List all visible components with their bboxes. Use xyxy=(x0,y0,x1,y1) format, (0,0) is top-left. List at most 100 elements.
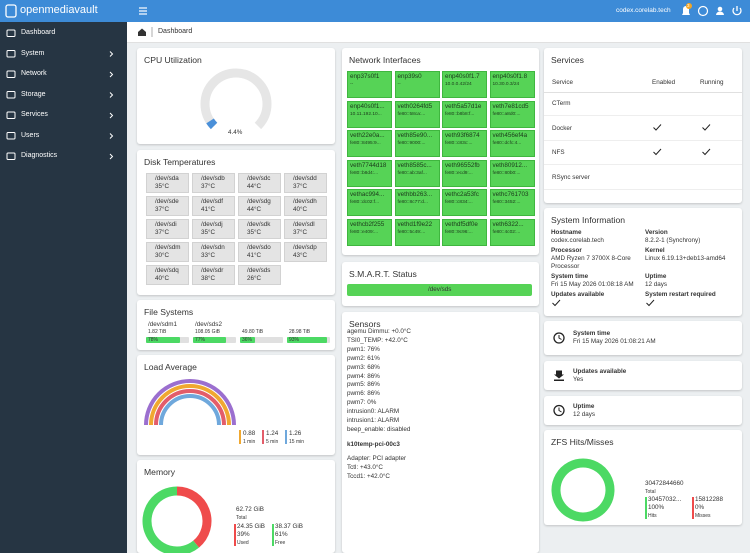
disk-device: /dev/sdj xyxy=(201,221,223,228)
fs-percent: 78% xyxy=(148,337,159,343)
disk-tile xyxy=(192,196,235,216)
interface-address: fe80::3452:... xyxy=(492,200,521,205)
disk-device: /dev/sds xyxy=(247,267,271,274)
user-button[interactable] xyxy=(716,6,724,15)
sysinfo-label: Processor xyxy=(551,247,582,254)
interface-address: fe80::58ca:... xyxy=(397,111,426,117)
disk-tile xyxy=(284,196,327,216)
zfs-legend-bar xyxy=(645,497,647,519)
power-button[interactable] xyxy=(732,6,742,16)
disk-device: /dev/sdd xyxy=(293,175,317,182)
sensor-line: intrusion1: ALARM xyxy=(347,417,400,424)
services-row-rule xyxy=(544,188,742,190)
disk-device: /dev/sdi xyxy=(155,221,177,228)
load-legend-bar xyxy=(285,430,287,444)
interface-address: fe80::ab:3af... xyxy=(397,170,427,176)
interface-name: vethd1f9e22 xyxy=(397,220,433,228)
logo-text: openmediavault xyxy=(20,4,98,16)
sysinfo-label: Version xyxy=(645,229,668,236)
disk-temperature: 43°C xyxy=(293,252,308,259)
sensor-line: pwm6: 86% xyxy=(347,390,380,398)
interface-name: veth96552fb xyxy=(445,161,480,169)
nav-item[interactable]: Diagnostics xyxy=(21,152,58,159)
fs-bar-track xyxy=(240,337,283,343)
interface-tile xyxy=(347,159,392,187)
interface-tile xyxy=(489,71,535,98)
nav-item[interactable]: Services xyxy=(21,111,48,118)
interface-name: vethac994... xyxy=(350,191,385,198)
load-period: 15 min xyxy=(289,439,305,445)
interface-address: fe80::ecd9:... xyxy=(445,170,473,176)
interface-tile xyxy=(347,100,392,128)
interface-tile xyxy=(394,100,440,128)
interface-name: vethc2a53fc xyxy=(445,191,479,198)
help-button[interactable] xyxy=(697,5,709,17)
interface-address: fe80::80b0:... xyxy=(492,170,521,176)
disk-device: /dev/sdf xyxy=(201,198,224,205)
interface-name: veth93f6874 xyxy=(445,132,480,139)
disk-temperature: 33°C xyxy=(201,252,216,259)
interface-address: 10.11.192.10... xyxy=(350,111,382,117)
services-row-rule xyxy=(544,115,742,116)
card-title: Sensors xyxy=(349,319,381,329)
fs-device: /dev/sdm1 xyxy=(148,321,178,328)
services-column-header: Enabled xyxy=(652,79,676,86)
sidebar xyxy=(0,22,127,553)
load-legend-bar xyxy=(262,430,264,444)
card-title: Load Average xyxy=(144,362,197,372)
interface-address: fe80::5c49:... xyxy=(397,229,426,235)
interface-name: veth22e0a... xyxy=(350,132,385,139)
logo-icon xyxy=(5,4,17,18)
top-bar xyxy=(0,0,750,22)
disk-temperature: 37°C xyxy=(293,229,308,236)
interface-address: fe80::dcfc:4... xyxy=(492,141,522,146)
interface-name: vethc761703 xyxy=(492,191,529,198)
disk-temperature: 44°C xyxy=(247,206,262,213)
memory-total: 62.72 GiB xyxy=(236,506,265,513)
sysinfo-label: System restart required xyxy=(645,291,716,298)
disk-tile xyxy=(238,242,281,262)
load-period: 1 min xyxy=(243,439,256,445)
disk-temperature: 40°C xyxy=(155,275,170,282)
interface-name: enp37s0f1 xyxy=(350,73,380,80)
nav-item[interactable]: System xyxy=(21,49,45,57)
sensor-line: pwm4: 86% xyxy=(347,372,380,380)
nav-item[interactable]: Users xyxy=(21,131,40,139)
disk-device: /dev/sdo xyxy=(247,244,271,251)
disk-device: /dev/sdb xyxy=(201,175,225,182)
memory-used-percent: 39% xyxy=(237,531,250,538)
disk-temperature: 35°C xyxy=(201,229,216,236)
sensor-line: beep_enable: disabled xyxy=(347,425,411,433)
memory-legend-bar xyxy=(234,524,236,546)
load-value: 0.88 xyxy=(243,430,256,437)
home-icon[interactable] xyxy=(138,28,146,37)
memory-free: 38.37 GiB xyxy=(275,523,304,530)
interface-tile xyxy=(489,159,535,187)
chrome-icons xyxy=(5,3,742,37)
nav-item[interactable]: Network xyxy=(21,70,47,77)
widget-label: System time xyxy=(573,330,611,337)
disk-temperature: 30°C xyxy=(155,252,170,259)
card-title: Memory xyxy=(144,467,176,477)
interface-name: enp40s0f1.7 xyxy=(445,73,480,80)
zfs-misses: 15812288 xyxy=(695,496,724,503)
service-name: NFS xyxy=(552,149,565,156)
disk-tile xyxy=(238,219,281,239)
menu-button[interactable] xyxy=(139,7,147,15)
nav-item[interactable]: Storage xyxy=(21,90,46,98)
zfs-total: 30472844660 xyxy=(645,480,684,487)
smart-device xyxy=(347,284,532,296)
fs-size: 108.05 GiB xyxy=(195,329,221,335)
card-title: System Information xyxy=(551,215,626,225)
fs-percent: 77% xyxy=(195,337,206,343)
widget-card xyxy=(544,321,742,355)
nav-item[interactable]: Dashboard xyxy=(21,29,56,36)
interface-address: fe80::e409:... xyxy=(350,229,379,235)
notification-badge xyxy=(686,3,692,9)
interface-tile xyxy=(489,100,535,128)
fs-size: 1.82 TiB xyxy=(148,329,167,335)
memory-used: 24.35 GiB xyxy=(237,523,266,530)
interface-name: veth85e90... xyxy=(397,132,433,139)
memory-free-label: Free xyxy=(275,540,286,546)
